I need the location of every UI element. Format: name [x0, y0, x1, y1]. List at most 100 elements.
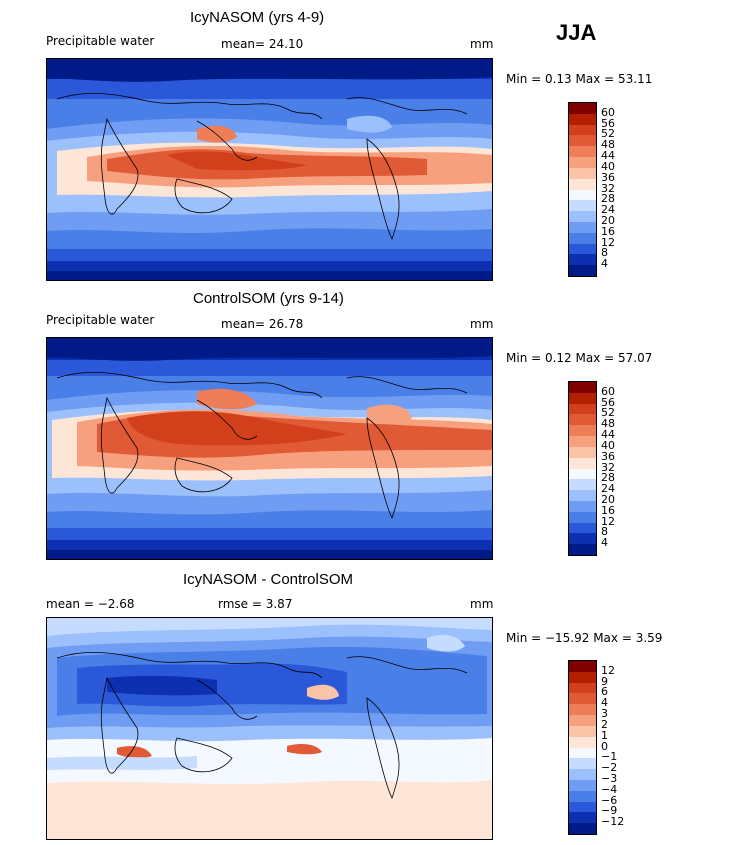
panel-3-units: mm [470, 597, 494, 611]
colorbar-tick-label: 28 [601, 471, 615, 485]
colorbar-swatch [569, 511, 596, 523]
colorbar-tick-label: 36 [601, 170, 615, 184]
colorbar-swatch [569, 533, 596, 545]
colorbar-swatch [569, 243, 596, 255]
colorbar-tick-label: 4 [601, 257, 608, 271]
panel-1-min-max: Min = 0.13 Max = 53.11 [506, 72, 653, 86]
colorbar-tick-label: −6 [601, 793, 618, 807]
colorbar-tick-label: 40 [601, 438, 615, 452]
colorbar-swatch [569, 221, 596, 233]
colorbar-tick-label: −4 [601, 782, 618, 796]
panel-3-colorbar-labels: 12 9 6 4 3 2 1 0 −1 −2 −3 −4 −6 −9 −12 [601, 660, 641, 833]
colorbar-swatch [569, 124, 596, 136]
colorbar-tick-label: 9 [601, 674, 608, 688]
colorbar-tick-label: −9 [601, 804, 618, 818]
colorbar-tick-label: 8 [601, 246, 608, 260]
colorbar-swatch [569, 812, 596, 824]
colorbar-swatch [569, 446, 596, 458]
panel-2-mean-label: mean= 26.78 [221, 317, 304, 331]
colorbar-tick-label: 20 [601, 492, 615, 506]
panel-1-colorbar-labels: 60 56 52 48 44 40 36 32 28 24 20 16 12 8 4 [601, 102, 641, 275]
colorbar-tick-label: 32 [601, 460, 615, 474]
panel-2-map [46, 337, 493, 560]
colorbar-tick-label: 3 [601, 707, 608, 721]
colorbar-swatch [569, 265, 596, 276]
colorbar-swatch [569, 146, 596, 158]
panel-2-colorbar [568, 381, 597, 556]
colorbar-swatch [569, 468, 596, 480]
colorbar-swatch [569, 715, 596, 726]
colorbar-swatch [569, 425, 596, 437]
colorbar-tick-label: −12 [601, 815, 625, 829]
panel-3-map [46, 617, 493, 840]
panel-1-mean-label: mean= 24.10 [221, 37, 304, 51]
colorbar-tick-label: 60 [601, 105, 615, 119]
colorbar-swatch [569, 779, 596, 791]
colorbar-tick-label: 28 [601, 192, 615, 206]
colorbar-tick-label: 2 [601, 717, 608, 731]
colorbar-tick-label: −2 [601, 761, 618, 775]
colorbar-swatch [569, 790, 596, 802]
colorbar-tick-label: 16 [601, 224, 615, 238]
colorbar-swatch [569, 704, 596, 716]
panel-1-variable-label: Precipitable water [46, 34, 155, 48]
colorbar-tick-label: 24 [601, 203, 615, 217]
colorbar-swatch [569, 157, 596, 168]
colorbar-swatch [569, 671, 596, 683]
colorbar-swatch [569, 801, 596, 813]
panel-2-colorbar-labels: 60 56 52 48 44 40 36 32 28 24 20 16 12 8 4 [601, 381, 641, 554]
colorbar-swatch [569, 693, 596, 705]
colorbar-swatch [569, 661, 596, 672]
panel-1-title: IcyNASOM (yrs 4-9) [190, 9, 325, 26]
colorbar-swatch [569, 758, 596, 770]
colorbar-tick-label: 0 [601, 739, 608, 753]
colorbar-tick-label: 12 [601, 514, 615, 528]
colorbar-tick-label: 16 [601, 503, 615, 517]
colorbar-tick-label: 60 [601, 384, 615, 398]
colorbar-tick-label: 32 [601, 181, 615, 195]
panel-1-units: mm [470, 37, 494, 51]
colorbar-swatch [569, 403, 596, 415]
panel-3-mean-label: mean = −2.68 [46, 597, 135, 611]
colorbar-swatch [569, 747, 596, 759]
panel-2-variable-label: Precipitable water [46, 313, 155, 327]
panel-2-min-max: Min = 0.12 Max = 57.07 [506, 351, 653, 365]
colorbar-swatch [569, 211, 596, 222]
colorbar-swatch [569, 823, 596, 834]
colorbar-swatch [569, 254, 596, 266]
colorbar-tick-label: 4 [601, 696, 608, 710]
colorbar-tick-label: −1 [601, 750, 618, 764]
panel-2-title: ControlSOM (yrs 9-14) [193, 290, 344, 307]
colorbar-tick-label: 44 [601, 428, 615, 442]
colorbar-swatch [569, 436, 596, 447]
colorbar-tick-label: 20 [601, 213, 615, 227]
colorbar-swatch [569, 167, 596, 179]
panel-3-colorbar [568, 660, 597, 835]
colorbar-swatch [569, 457, 596, 469]
colorbar-swatch [569, 414, 596, 426]
colorbar-tick-label: 52 [601, 127, 615, 141]
colorbar-swatch [569, 392, 596, 404]
colorbar-swatch [569, 232, 596, 244]
colorbar-swatch [569, 135, 596, 147]
panel-1-colorbar [568, 102, 597, 277]
colorbar-tick-label: 44 [601, 149, 615, 163]
panel-3-rmse-label: rmse = 3.87 [218, 597, 293, 611]
colorbar-tick-label: 1 [601, 728, 608, 742]
colorbar-tick-label: 8 [601, 525, 608, 539]
colorbar-swatch [569, 113, 596, 125]
panel-1-map [46, 58, 493, 281]
colorbar-tick-label: −3 [601, 771, 618, 785]
colorbar-swatch [569, 544, 596, 555]
colorbar-swatch [569, 479, 596, 491]
season-label: JJA [556, 20, 597, 45]
colorbar-tick-label: 12 [601, 235, 615, 249]
colorbar-swatch [569, 189, 596, 201]
colorbar-tick-label: 24 [601, 482, 615, 496]
colorbar-swatch [569, 178, 596, 190]
colorbar-swatch [569, 769, 596, 780]
colorbar-tick-label: 12 [601, 663, 615, 677]
colorbar-tick-label: 48 [601, 138, 615, 152]
colorbar-swatch [569, 382, 596, 393]
colorbar-swatch [569, 200, 596, 212]
